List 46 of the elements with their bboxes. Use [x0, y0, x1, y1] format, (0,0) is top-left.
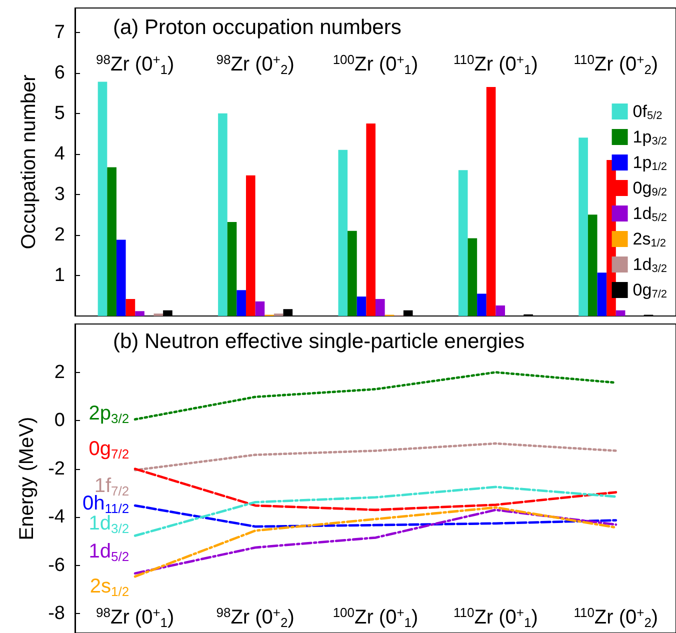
y-tick-label: 2	[54, 362, 65, 383]
bar	[356, 296, 366, 316]
line-series	[134, 442, 618, 472]
line-series	[134, 486, 618, 537]
bar	[135, 311, 144, 316]
chart-title: (a) Proton occupation numbers	[113, 16, 402, 39]
bar	[338, 150, 348, 316]
bar	[98, 82, 108, 316]
bar	[236, 290, 246, 316]
bar	[218, 113, 228, 316]
bar	[588, 214, 598, 316]
bar	[458, 170, 468, 316]
y-axis-title: Occupation number	[18, 74, 40, 250]
y-axis-title: Energy (MeV)	[16, 416, 38, 540]
bar	[468, 238, 478, 316]
bar	[246, 175, 256, 316]
y-tick-label: 3	[54, 184, 65, 205]
y-tick-label: -6	[48, 554, 65, 576]
bar	[496, 305, 506, 316]
bar	[616, 310, 626, 316]
y-tick-label: 2	[54, 224, 65, 246]
bar	[348, 230, 357, 316]
y-tick-label: -2	[48, 458, 65, 480]
y-tick-label: 5	[54, 102, 65, 124]
y-tick-label: 7	[54, 22, 65, 43]
y-tick-label: 0	[54, 410, 65, 432]
bar	[597, 272, 607, 316]
line-series	[134, 504, 618, 528]
chart-title: (b) Neutron effective single-particle energies	[113, 330, 525, 353]
bar	[116, 240, 126, 316]
bar	[366, 124, 376, 316]
bar	[255, 301, 265, 316]
line-series	[134, 371, 618, 421]
bar	[486, 87, 496, 316]
y-tick-label: -4	[48, 506, 66, 528]
bar	[126, 298, 136, 316]
bar	[227, 222, 237, 316]
y-tick-label: 6	[54, 62, 65, 84]
bar	[578, 138, 588, 316]
bar	[376, 298, 385, 316]
bar	[107, 167, 116, 316]
y-tick-label: 1	[54, 264, 65, 286]
bar	[477, 294, 486, 316]
y-tick-label: 4	[54, 143, 66, 164]
line-series	[134, 468, 618, 512]
y-tick-label: -8	[48, 603, 65, 624]
